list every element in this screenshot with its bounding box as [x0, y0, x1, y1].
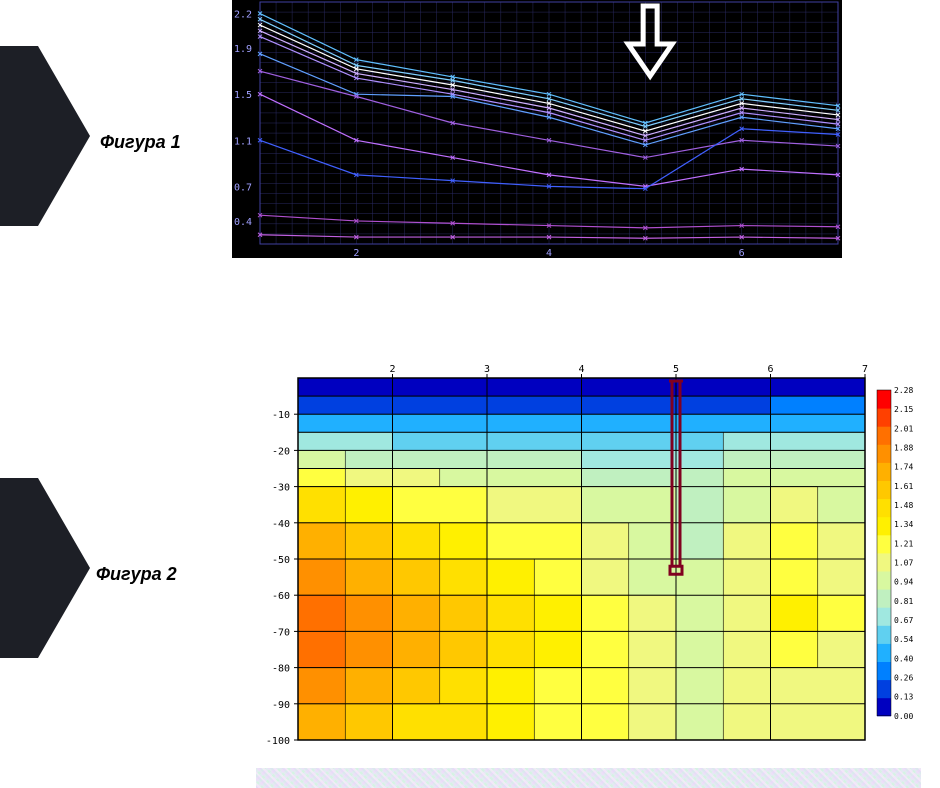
figure1-label: Фигура 1 [100, 132, 181, 153]
svg-text:-10: -10 [272, 410, 290, 421]
svg-text:0.67: 0.67 [894, 616, 913, 625]
svg-text:1.61: 1.61 [894, 482, 913, 491]
svg-text:-50: -50 [272, 555, 290, 566]
svg-text:-100: -100 [266, 736, 290, 747]
noise-strip [256, 768, 921, 788]
figure2-label: Фигура 2 [96, 564, 177, 585]
svg-text:4: 4 [579, 364, 585, 375]
svg-text:0.26: 0.26 [894, 673, 913, 682]
svg-text:2.01: 2.01 [894, 424, 913, 433]
svg-text:-90: -90 [272, 700, 290, 711]
svg-text:2: 2 [390, 364, 396, 375]
svg-text:0.13: 0.13 [894, 693, 913, 702]
svg-text:-70: -70 [272, 627, 290, 638]
svg-text:-80: -80 [272, 664, 290, 675]
svg-text:-40: -40 [272, 519, 290, 530]
svg-text:5: 5 [673, 364, 679, 375]
chevron-shape-2 [0, 478, 90, 658]
figure1-chart: 0.4 0.7 1.1 1.5 1.9 2.2 2 4 6 [232, 0, 842, 258]
svg-text:4: 4 [546, 248, 552, 258]
chevron-shape-1 [0, 46, 90, 226]
svg-text:0.7: 0.7 [234, 182, 252, 193]
svg-text:-20: -20 [272, 446, 290, 457]
svg-text:1.88: 1.88 [894, 443, 913, 452]
svg-text:1.48: 1.48 [894, 501, 913, 510]
svg-text:6: 6 [768, 364, 774, 375]
svg-text:3: 3 [484, 364, 490, 375]
svg-text:1.9: 1.9 [234, 44, 252, 55]
svg-text:0.00: 0.00 [894, 712, 913, 721]
svg-text:1.34: 1.34 [894, 520, 913, 529]
svg-text:2: 2 [353, 248, 359, 258]
svg-text:1.5: 1.5 [234, 90, 252, 101]
svg-text:-30: -30 [272, 483, 290, 494]
svg-text:0.4: 0.4 [234, 217, 252, 228]
svg-text:-60: -60 [272, 591, 290, 602]
svg-text:0.40: 0.40 [894, 654, 913, 663]
svg-text:2.2: 2.2 [234, 10, 252, 21]
svg-text:0.54: 0.54 [894, 635, 913, 644]
figure2-chart: 2 3 4 5 6 7 -10 -20 -30 -40 -50 -60 -70 -80 -90 -100 0.0… [256, 358, 921, 748]
svg-text:1.07: 1.07 [894, 558, 913, 567]
svg-text:7: 7 [862, 364, 868, 375]
svg-text:6: 6 [739, 248, 745, 258]
svg-text:2.15: 2.15 [894, 405, 913, 414]
svg-text:1.21: 1.21 [894, 539, 913, 548]
svg-text:2.28: 2.28 [894, 386, 913, 395]
svg-text:0.94: 0.94 [894, 578, 913, 587]
svg-text:1.1: 1.1 [234, 136, 252, 147]
svg-text:1.74: 1.74 [894, 463, 913, 472]
svg-text:0.81: 0.81 [894, 597, 913, 606]
